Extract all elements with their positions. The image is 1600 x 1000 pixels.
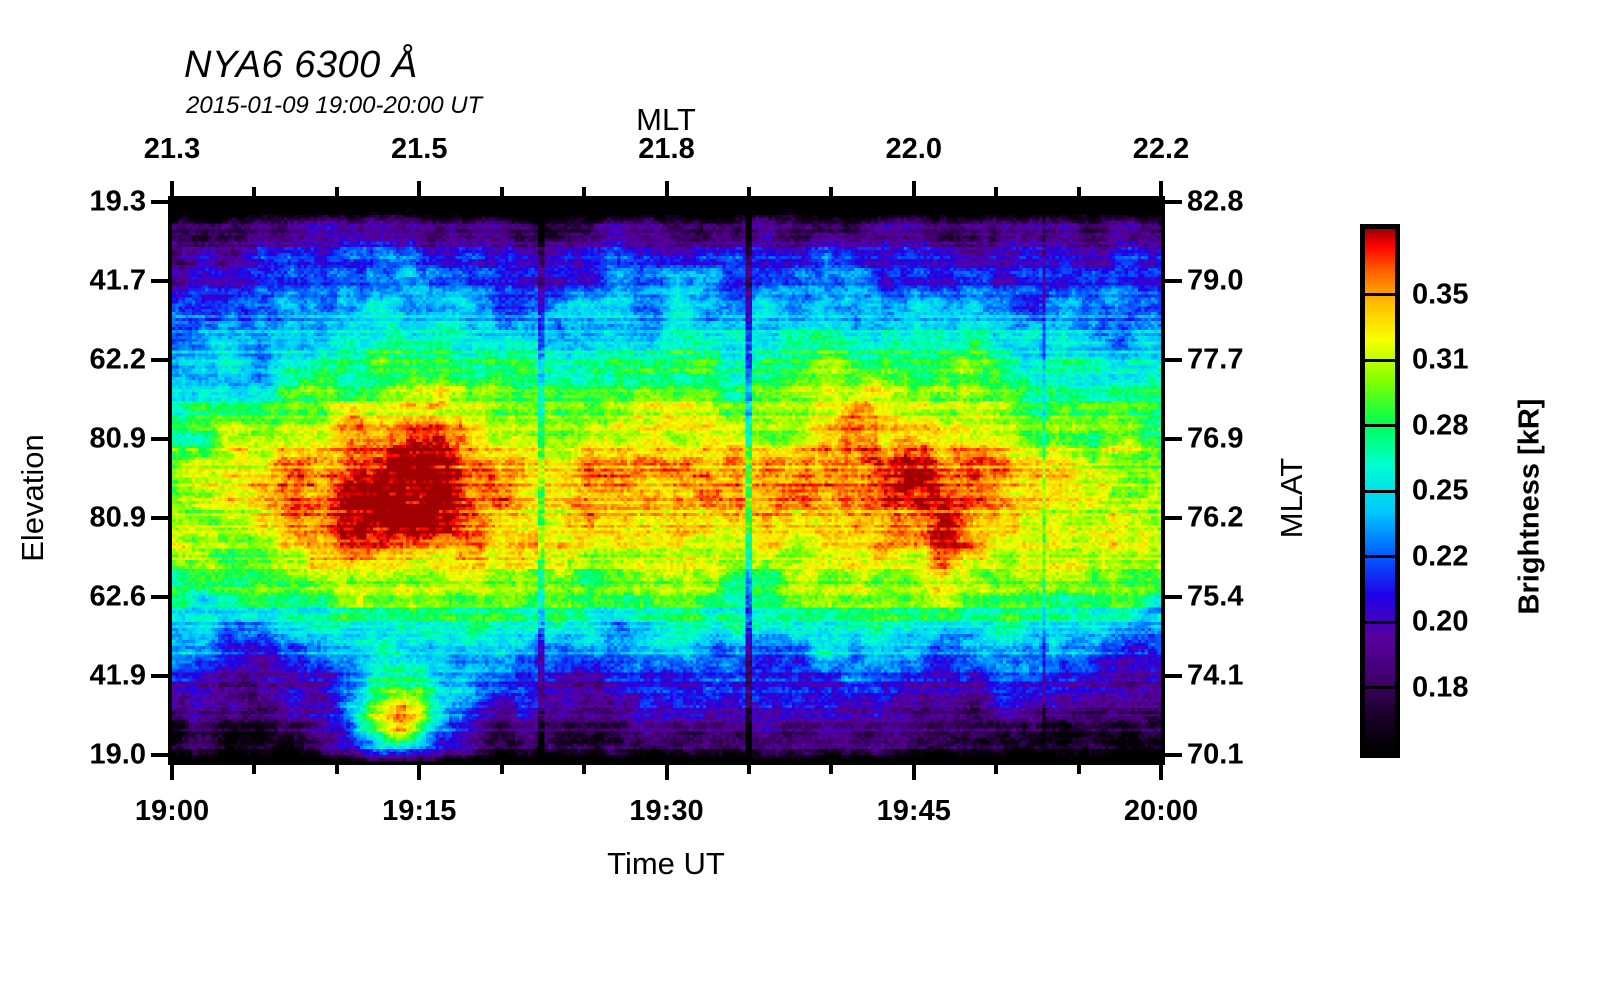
y-tick-right: [1163, 752, 1182, 757]
y-tick-label-left: 41.7: [89, 264, 146, 297]
x-tick-label: 19:45: [876, 795, 951, 827]
y-tick-label-left: 19.3: [89, 185, 146, 218]
x-tick-major: [664, 763, 669, 780]
y-tick-left: [151, 436, 170, 441]
x-tick-top-major: [170, 181, 174, 198]
y-tick-label-right: 79.0: [1187, 264, 1244, 297]
x-tick-top-major: [911, 181, 916, 198]
x-tick-label-top: 21.8: [638, 133, 695, 165]
y-tick-left: [151, 278, 170, 283]
heatmap-canvas: [172, 200, 1161, 761]
y-tick-left: [151, 357, 170, 362]
y-tick-left: [151, 515, 170, 520]
y-tick-right: [1163, 673, 1182, 678]
colorbar-tick-label: 0.22: [1412, 540, 1469, 572]
x-tick-minor: [582, 763, 587, 774]
y-tick-label-left: 80.9: [89, 422, 146, 455]
y-tick-right: [1163, 594, 1182, 599]
x-tick-major: [911, 763, 916, 780]
colorbar-separator: [1365, 358, 1395, 362]
y-tick-label-right: 77.7: [1187, 343, 1244, 376]
colorbar-tick-label: 0.28: [1412, 409, 1469, 441]
colorbar-separator: [1365, 686, 1395, 689]
x-tick-top-minor: [746, 187, 751, 198]
x-tick-label: 19:30: [629, 795, 704, 827]
top-axis-title: MLT: [636, 102, 696, 137]
page-subtitle: 2015-01-09 19:00-20:00 UT: [186, 92, 483, 119]
x-tick-major: [417, 763, 422, 780]
x-tick-label-top: 22.2: [1132, 133, 1190, 165]
y-tick-label-left: 41.9: [89, 659, 146, 692]
y-tick-label-right: 82.8: [1187, 185, 1244, 218]
colorbar-separator: [1365, 620, 1395, 624]
x-tick-minor: [499, 763, 504, 774]
x-tick-minor: [1076, 763, 1081, 774]
y-tick-left: [151, 200, 170, 204]
x-tick-top-minor: [582, 187, 587, 198]
y-tick-label-right: 76.2: [1187, 501, 1244, 534]
x-tick-top-minor: [252, 187, 257, 198]
colorbar-separator: [1365, 555, 1395, 558]
heatmap-image: [172, 200, 1161, 761]
x-tick-top-minor: [829, 187, 834, 198]
y-tick-label-left: 62.2: [89, 343, 146, 376]
y-tick-label-right: 74.1: [1187, 659, 1244, 692]
y-tick-label-left: 62.6: [89, 580, 146, 613]
colorbar: [1360, 224, 1400, 758]
x-tick-major: [1159, 763, 1163, 780]
y-tick-right: [1163, 278, 1182, 283]
colorbar-separator: [1365, 293, 1395, 296]
x-tick-top-minor: [334, 187, 339, 198]
colorbar-gradient: [1365, 229, 1395, 753]
x-tick-top-major: [417, 181, 422, 198]
keogram-plot-area: [168, 196, 1165, 765]
colorbar-tick-label: 0.35: [1412, 278, 1469, 310]
y-tick-right: [1163, 357, 1182, 362]
y-tick-label-right: 70.1: [1187, 738, 1244, 771]
colorbar-separator: [1365, 424, 1395, 427]
y-tick-right: [1163, 436, 1182, 441]
x-tick-label-top: 21.3: [143, 133, 201, 165]
x-tick-minor: [334, 763, 339, 774]
y-tick-right: [1163, 200, 1182, 204]
x-tick-minor: [252, 763, 257, 774]
colorbar-separator: [1365, 489, 1395, 493]
y-tick-left: [151, 673, 170, 678]
x-axis-title: Time UT: [607, 846, 725, 881]
x-tick-label-top: 22.0: [885, 133, 942, 165]
colorbar-tick-label: 0.20: [1412, 605, 1469, 638]
x-tick-major: [170, 763, 174, 780]
x-tick-top-major: [1159, 181, 1163, 198]
colorbar-title: Brightness [kR]: [1513, 398, 1546, 615]
x-tick-label: 19:15: [382, 795, 457, 827]
y-tick-left: [151, 594, 170, 599]
colorbar-tick-label: 0.31: [1412, 343, 1469, 376]
y-tick-label-left: 80.9: [89, 501, 146, 534]
x-tick-label: 19:00: [134, 795, 210, 827]
x-tick-minor: [829, 763, 834, 774]
y-tick-left: [151, 752, 170, 757]
x-tick-top-major: [664, 181, 669, 198]
x-tick-label: 20:00: [1123, 795, 1199, 827]
x-tick-minor: [746, 763, 751, 774]
colorbar-tick-label: 0.25: [1412, 474, 1469, 507]
x-tick-minor: [994, 763, 999, 774]
y-tick-label-right: 76.9: [1187, 422, 1244, 455]
x-tick-label-top: 21.5: [391, 133, 448, 165]
y-tick-right: [1163, 515, 1182, 520]
y-tick-label-right: 75.4: [1187, 580, 1244, 613]
colorbar-tick-label: 0.18: [1412, 671, 1469, 703]
x-tick-top-minor: [1076, 187, 1081, 198]
x-tick-top-minor: [994, 187, 999, 198]
y-tick-label-left: 19.0: [89, 738, 146, 771]
page-title: NYA6 6300 Å: [184, 44, 418, 86]
x-tick-top-minor: [499, 187, 504, 198]
